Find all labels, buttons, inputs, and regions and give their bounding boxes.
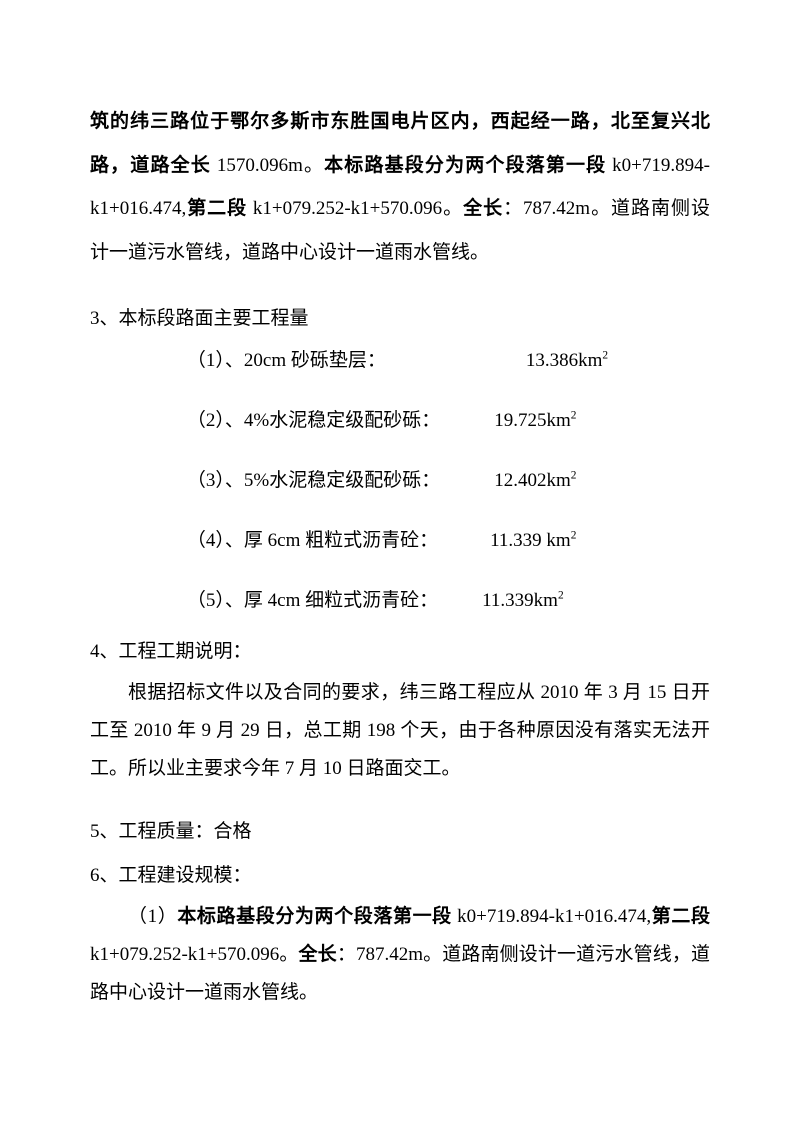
text: 本标路基段分为两个段落第一段 [177, 906, 451, 927]
qty-value: 11.339km [482, 590, 558, 611]
qty-label: （3）、5%水泥稳定级配砂砾： [187, 470, 440, 491]
unit-sq: 2 [558, 590, 564, 602]
section-4-body: 根据招标文件以及合同的要求，纬三路工程应从 2010 年 3 月 15 日开工至… [90, 674, 710, 788]
quantity-item-2: （2）、4%水泥稳定级配砂砾： 19.725km2 [90, 402, 710, 440]
text: k1+079.252-k1+570.096。 [90, 944, 299, 965]
section-6-body: （1）本标路基段分为两个段落第一段 k0+719.894-k1+016.474,… [90, 898, 710, 1012]
quantity-item-5: （5）、厚 4cm 细粒式沥青砼： 11.339km2 [90, 582, 710, 620]
quantity-item-4: （4）、厚 6cm 粗粒式沥青砼： 11.339 km2 [90, 522, 710, 560]
document-page: 筑的纬三路位于鄂尔多斯市东胜国电片区内，西起经一路，北至复兴北路，道路全长 15… [0, 0, 800, 1132]
text: 全长 [299, 944, 337, 965]
section-4-title: 4、工程工期说明： [90, 630, 710, 674]
text: 第二段 [651, 906, 710, 927]
quantity-item-1: （1）、20cm 砂砾垫层： 13.386km2 [90, 342, 710, 380]
quantity-item-3: （3）、5%水泥稳定级配砂砾： 12.402km2 [90, 462, 710, 500]
unit-sq: 2 [571, 530, 577, 542]
unit-sq: 2 [571, 470, 577, 482]
qty-label: （4）、厚 6cm 粗粒式沥青砼： [187, 530, 438, 551]
qty-value: 11.339 km [490, 530, 571, 551]
section-6-title: 6、工程建设规模： [90, 854, 710, 898]
unit-sq: 2 [571, 410, 577, 422]
qty-value: 19.725km [494, 410, 571, 431]
text: 全长 [463, 198, 503, 219]
text: 本标路基段分为两个段落第一段 [324, 155, 606, 176]
text: 1570.096m。 [211, 155, 324, 176]
qty-value: 12.402km [494, 470, 571, 491]
text: k0+719.894-k1+016.474, [452, 906, 651, 927]
text: 第二段 [186, 198, 247, 219]
section-5-title: 5、工程质量：合格 [90, 810, 710, 854]
qty-label: （5）、厚 4cm 细粒式沥青砼： [187, 590, 438, 611]
qty-label: （1）、20cm 砂砾垫层： [187, 350, 386, 371]
section-3-title: 3、本标段路面主要工程量 [90, 297, 710, 341]
text: k1+079.252-k1+570.096。 [247, 198, 463, 219]
text: （1） [128, 906, 177, 927]
unit-sq: 2 [602, 350, 608, 362]
qty-value: 13.386km [526, 350, 603, 371]
intro-paragraph: 筑的纬三路位于鄂尔多斯市东胜国电片区内，西起经一路，北至复兴北路，道路全长 15… [90, 100, 710, 275]
qty-label: （2）、4%水泥稳定级配砂砾： [187, 410, 440, 431]
